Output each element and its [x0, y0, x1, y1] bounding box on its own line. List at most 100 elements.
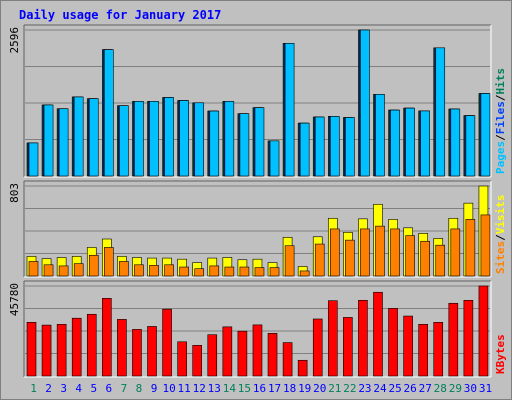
bar-pages-day-9: [149, 101, 159, 177]
legend-kbytes: KBytes: [494, 334, 507, 374]
x-tick-label-10: 10: [162, 382, 175, 395]
bar-sites-day-19: [299, 270, 310, 277]
bar-sites-day-3: [58, 265, 69, 277]
bar-kbytes-day-14: [222, 326, 233, 377]
x-tick-label-23: 23: [358, 382, 371, 395]
bar-pages-day-12: [194, 102, 205, 177]
x-tick-label-25: 25: [388, 382, 401, 395]
bar-sites-day-15: [239, 266, 250, 277]
bar-sites-day-24: [375, 225, 385, 277]
x-tick-label-30: 30: [464, 382, 477, 395]
bar-pages-day-1: [28, 142, 39, 177]
x-tick-label-26: 26: [404, 382, 417, 395]
legend-visits-sites: Sites/Visits: [494, 195, 507, 275]
bar-pages-day-14: [224, 101, 235, 177]
y-max-label: 2596: [8, 27, 21, 54]
bar-pages-day-26: [405, 107, 415, 177]
x-tick-label-21: 21: [328, 382, 341, 395]
y-max-label: 45780: [8, 283, 21, 316]
bar-sites-day-21: [329, 228, 340, 277]
legend-entry: Sites: [494, 241, 507, 274]
x-tick-label-7: 7: [121, 382, 128, 395]
x-tick-label-28: 28: [434, 382, 447, 395]
x-tick-label-8: 8: [136, 382, 143, 395]
bar-pages-day-28: [435, 47, 446, 177]
bar-pages-day-27: [420, 110, 430, 177]
x-tick-label-16: 16: [253, 382, 266, 395]
bar-pages-day-5: [88, 98, 99, 177]
x-tick-label-20: 20: [313, 382, 326, 395]
bar-pages-day-22: [345, 117, 355, 177]
bar-kbytes-day-16: [252, 324, 263, 377]
bar-pages-day-8: [134, 101, 144, 177]
legend-entry: Files: [494, 101, 507, 134]
bar-kbytes-day-24: [373, 291, 383, 377]
bar-kbytes-day-31: [478, 285, 489, 377]
x-tick-label-4: 4: [75, 382, 82, 395]
x-tick-label-3: 3: [60, 382, 67, 395]
legend-entry: /: [494, 94, 507, 101]
bar-pages-day-3: [58, 108, 69, 177]
bar-kbytes-day-1: [26, 322, 37, 377]
bar-sites-day-29: [450, 228, 461, 277]
bar-sites-day-14: [224, 266, 235, 277]
bar-sites-day-7: [119, 261, 129, 277]
bar-kbytes-day-2: [41, 324, 52, 377]
bar-kbytes-day-3: [56, 323, 67, 377]
bar-pages-day-6: [104, 49, 114, 177]
bar-pages-day-20: [314, 116, 325, 177]
bar-pages-day-7: [119, 105, 129, 177]
bar-kbytes-day-10: [162, 308, 172, 377]
legend-entry: KBytes: [494, 334, 507, 374]
x-tick-label-31: 31: [479, 382, 492, 395]
bar-sites-day-28: [435, 244, 446, 277]
bar-kbytes-day-23: [358, 300, 368, 377]
x-tick-label-19: 19: [298, 382, 311, 395]
bar-kbytes-day-11: [177, 341, 187, 377]
x-tick-label-1: 1: [30, 382, 37, 395]
bar-kbytes-day-4: [71, 317, 82, 377]
bar-pages-day-11: [179, 100, 189, 177]
bar-sites-day-13: [209, 265, 220, 277]
bar-kbytes-day-12: [192, 345, 203, 377]
bar-kbytes-day-19: [297, 359, 308, 377]
bar-kbytes-day-28: [433, 322, 444, 377]
bar-sites-day-20: [314, 243, 325, 277]
x-tick-label-13: 13: [208, 382, 221, 395]
bar-kbytes-day-6: [102, 298, 112, 377]
bar-kbytes-day-22: [343, 317, 353, 377]
x-tick-label-18: 18: [283, 382, 296, 395]
bar-sites-day-18: [284, 245, 295, 277]
bar-pages-day-13: [209, 110, 220, 177]
panel-kbytes: 45780 KBytes: [8, 280, 507, 378]
bar-pages-day-17: [269, 140, 280, 177]
y-max-label: 803: [8, 183, 21, 203]
bar-pages-day-29: [450, 108, 461, 177]
bar-sites-day-27: [420, 240, 430, 277]
bar-kbytes-day-27: [418, 323, 428, 377]
bar-sites-day-2: [43, 264, 54, 277]
bar-pages-day-18: [284, 43, 295, 177]
bar-kbytes-day-13: [207, 334, 218, 377]
bar-sites-day-8: [134, 264, 144, 277]
bar-kbytes-day-9: [147, 326, 157, 377]
bar-sites-day-23: [360, 228, 370, 277]
x-tick-label-2: 2: [45, 382, 52, 395]
bar-kbytes-day-8: [132, 329, 142, 377]
bar-pages-day-23: [360, 29, 370, 177]
bar-kbytes-day-17: [267, 333, 278, 377]
bar-sites-day-4: [73, 263, 84, 277]
bar-pages-day-15: [239, 113, 250, 177]
bar-kbytes-day-7: [117, 319, 127, 377]
bar-kbytes-day-25: [388, 308, 398, 377]
legend-entry: Visits: [494, 195, 507, 235]
x-tick-label-6: 6: [106, 382, 113, 395]
legend-entry: /: [494, 234, 507, 241]
bar-pages-day-16: [254, 107, 265, 177]
bar-sites-day-6: [104, 247, 114, 277]
bar-sites-day-10: [164, 264, 174, 277]
bar-pages-day-30: [465, 115, 476, 177]
bar-pages-day-24: [375, 94, 385, 177]
